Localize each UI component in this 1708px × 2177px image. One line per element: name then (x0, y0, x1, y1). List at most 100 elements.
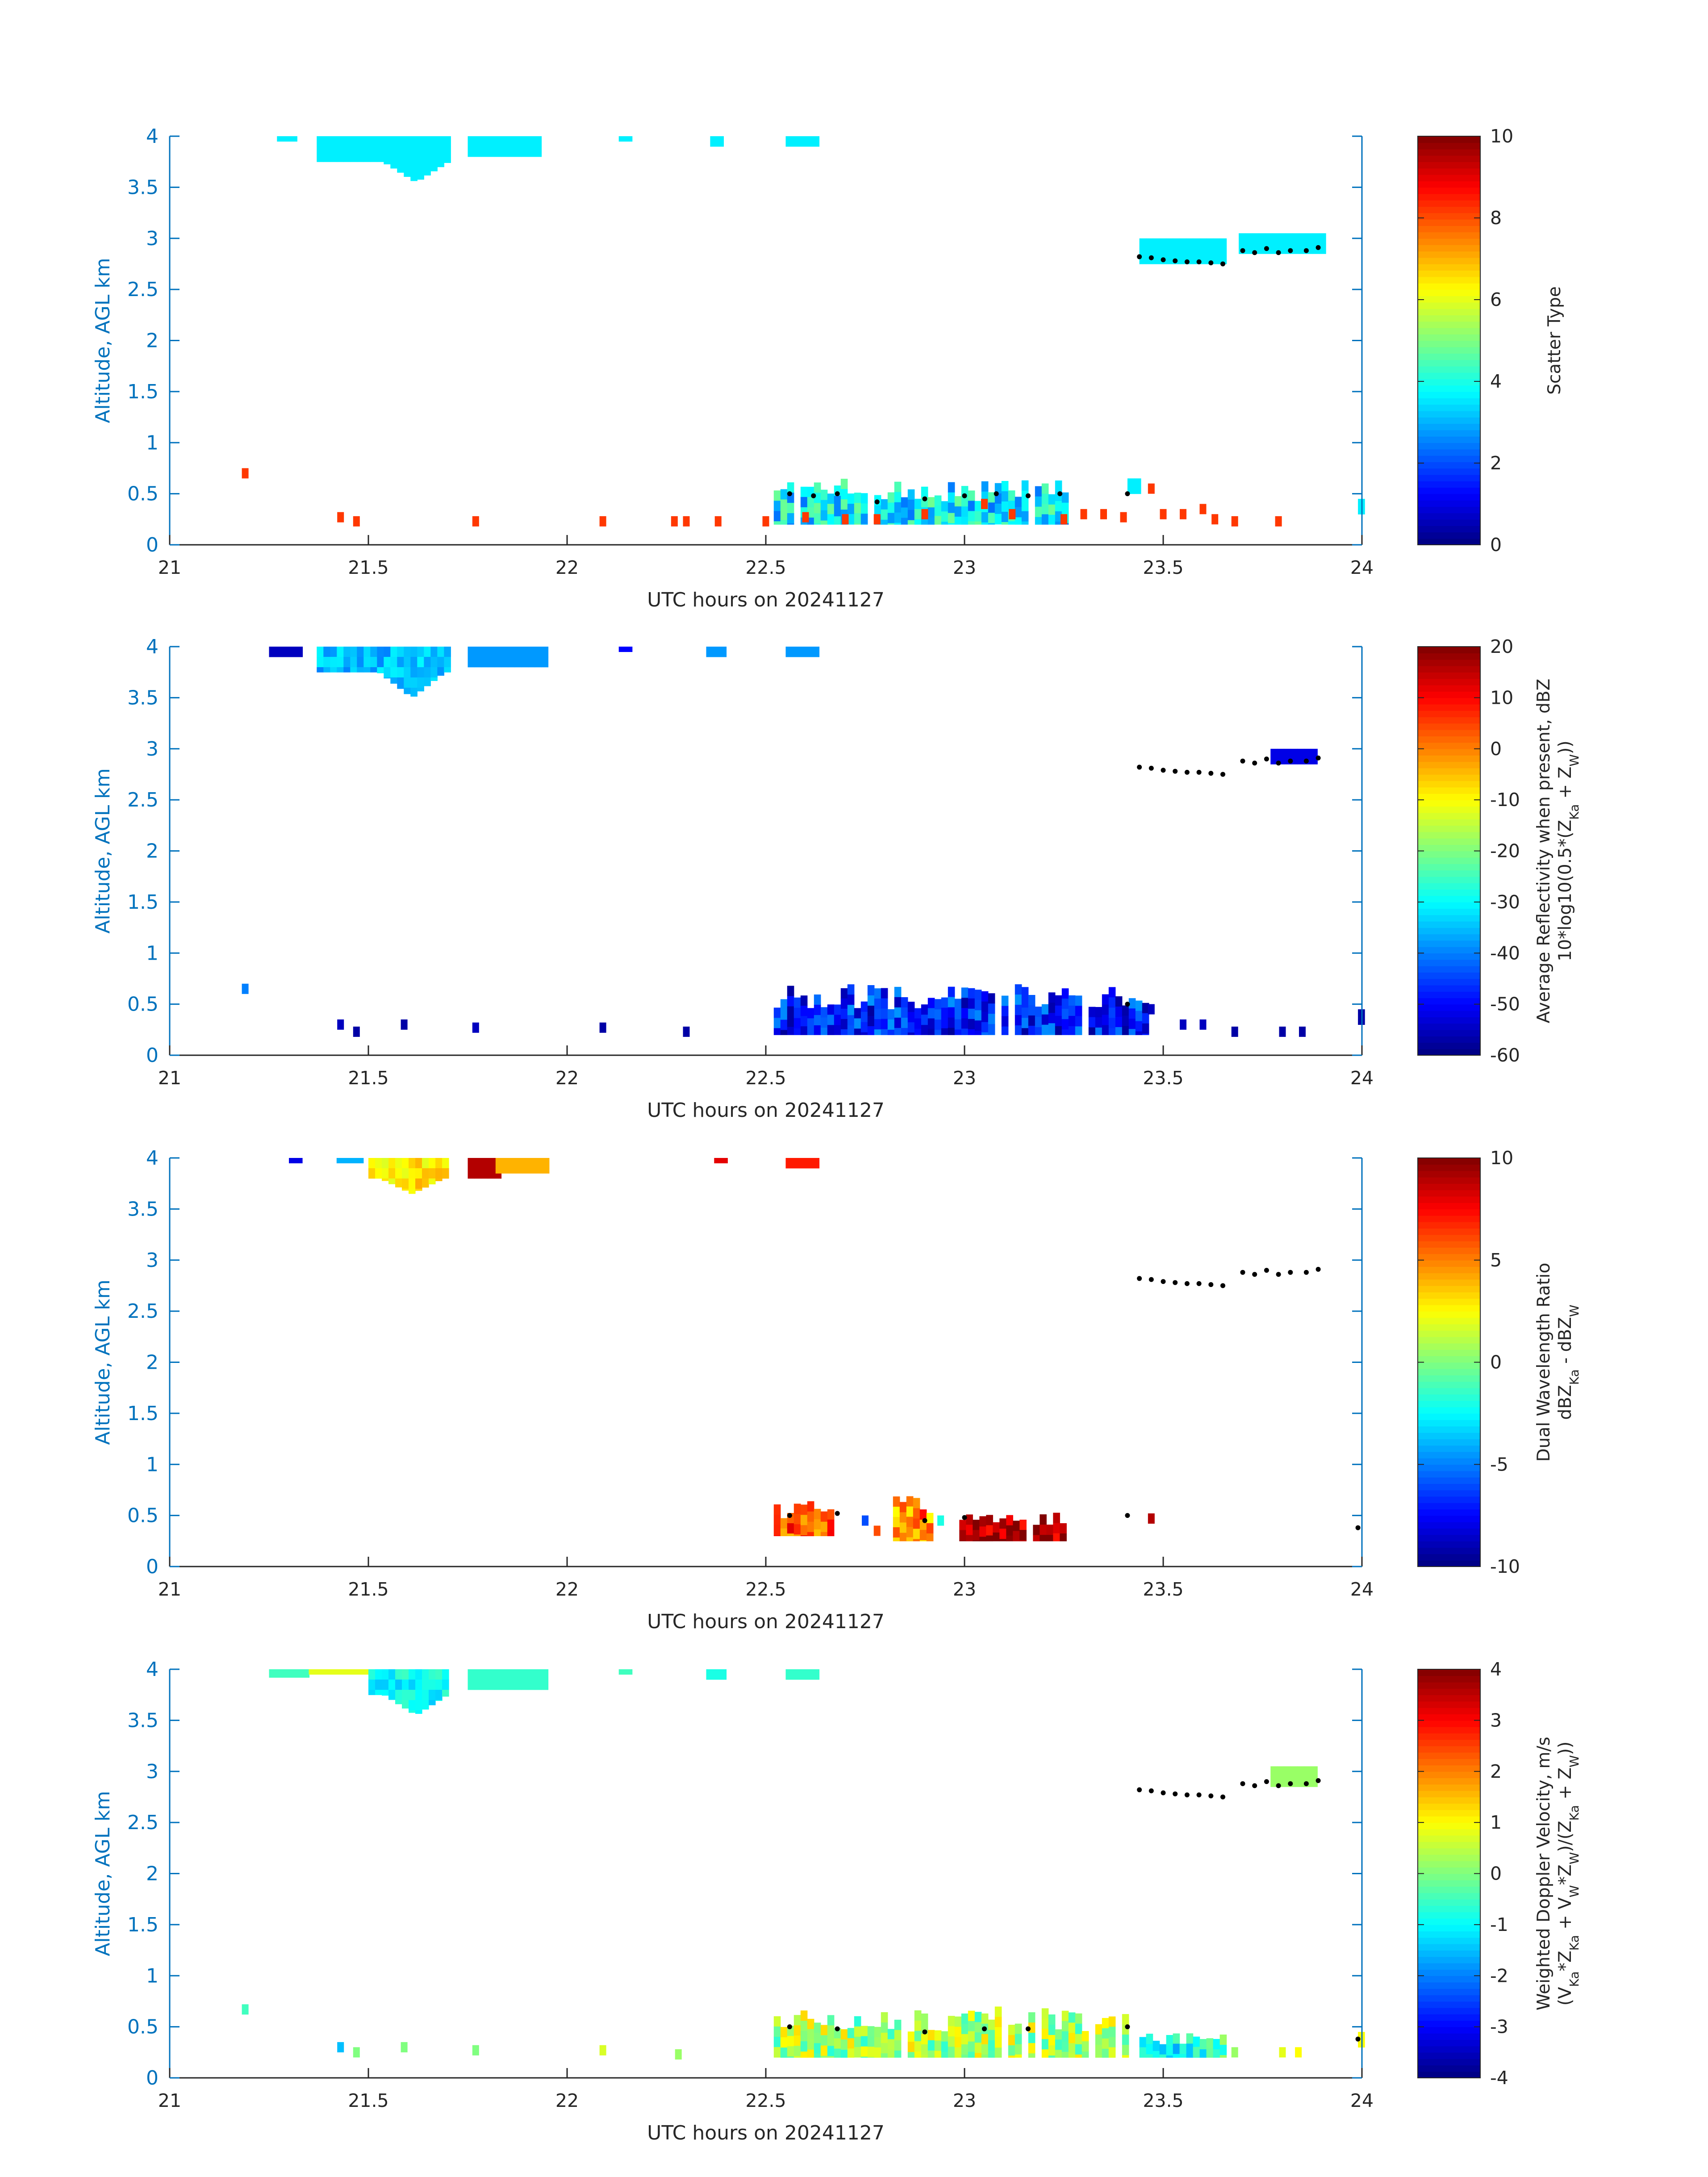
colorbar-swatch (1418, 1560, 1480, 1567)
data-cell (799, 1669, 806, 1680)
colorbar-swatch (1418, 1867, 1480, 1874)
data-cell (357, 157, 364, 162)
y-tick-label: 0 (146, 2067, 159, 2089)
colorbar-title-line: Average Reflectivity when present, dBZ (1534, 679, 1554, 1024)
colorbar-swatch (1418, 1803, 1480, 1810)
data-cell (1219, 2045, 1227, 2056)
data-cell (474, 1680, 482, 1690)
data-cell (961, 2013, 969, 2024)
data-cell (1199, 248, 1207, 259)
data-cell (974, 521, 982, 525)
data-cell (330, 667, 337, 673)
data-cell (706, 1669, 714, 1680)
data-cell (377, 146, 384, 157)
data-cell (894, 492, 902, 503)
data-cell (435, 1669, 443, 1680)
data-cell (429, 1700, 436, 1705)
colorbar-tick-label: 10 (1490, 125, 1513, 147)
x-tick-label: 23.5 (1143, 1579, 1183, 1600)
colorbar-swatch (1418, 870, 1480, 877)
data-cell (1135, 1031, 1143, 1035)
data-cell (814, 2033, 821, 2043)
data-cell (474, 647, 482, 657)
data-cell (1277, 759, 1284, 765)
data-cell (521, 146, 529, 157)
data-cell (468, 146, 475, 157)
data-cell (921, 2054, 928, 2058)
data-cell (968, 1008, 975, 1020)
data-cell (1035, 1017, 1042, 1028)
data-cell (1068, 2043, 1076, 2054)
data-cell (994, 2037, 1002, 2048)
colorbar-swatch (1418, 2046, 1480, 2053)
data-cell (1166, 238, 1173, 249)
data-cell (422, 1178, 429, 1188)
data-cell (514, 146, 522, 157)
colorbar-swatch (1418, 889, 1480, 896)
data-cell (820, 500, 828, 511)
data-cell (1108, 2047, 1116, 2058)
data-cell (874, 2027, 881, 2038)
title-part: *Z (1555, 1951, 1575, 1971)
data-cell (1146, 2044, 1153, 2055)
data-cell (330, 157, 337, 162)
cloud-base-dot (1240, 758, 1245, 764)
data-cell (1206, 2048, 1214, 2058)
data-cell (1061, 1009, 1069, 1020)
cloud-base-dot (1208, 1793, 1214, 1799)
data-cell (840, 1019, 848, 1030)
cloud-base-dot (1173, 769, 1178, 774)
data-cell (1279, 243, 1286, 254)
data-cell (873, 514, 881, 525)
data-cell (806, 136, 813, 147)
data-cell (927, 1018, 935, 1029)
data-cell (941, 501, 948, 512)
data-cell (820, 520, 828, 525)
data-cell (968, 1029, 975, 1035)
data-cell (934, 495, 942, 506)
data-cell (948, 997, 955, 1008)
data-cell (1153, 259, 1160, 264)
data-cell (323, 146, 330, 157)
data-cell (862, 1515, 869, 1526)
cloud-base-dot (962, 493, 967, 498)
data-cell (444, 157, 451, 163)
data-cell (1001, 995, 1009, 1007)
data-cell (501, 1680, 509, 1690)
colorbar-swatch (1418, 2039, 1480, 2047)
data-cell (1127, 489, 1135, 494)
cloud-base-dot (1148, 255, 1154, 260)
data-cell (1211, 514, 1219, 525)
data-cell (914, 2041, 922, 2052)
colorbar-swatch (1418, 309, 1480, 316)
data-cell (397, 647, 404, 657)
data-cell (1142, 1023, 1149, 1034)
cloud-base-dot (1315, 245, 1321, 250)
data-cell (941, 1018, 948, 1029)
data-cell (1193, 238, 1200, 249)
data-cell (901, 497, 908, 508)
data-cell (350, 1158, 357, 1164)
data-cell (820, 1511, 828, 1522)
data-cell (388, 1158, 396, 1169)
data-cell (827, 493, 835, 504)
data-cell (377, 136, 384, 147)
colorbar-swatch (1418, 1413, 1480, 1420)
x-tick-label: 24 (1350, 1067, 1374, 1089)
data-cell (417, 146, 424, 157)
data-cell (417, 136, 424, 147)
colorbar-swatch (1418, 1483, 1480, 1491)
data-cell (514, 647, 522, 657)
colorbar-swatch (1418, 187, 1480, 194)
data-cell (966, 1535, 973, 1542)
data-cell (874, 999, 881, 1009)
data-cell (881, 1029, 888, 1035)
colorbar-swatch (1418, 2027, 1480, 2034)
y-tick-label: 2.5 (127, 789, 159, 811)
data-cell (1040, 1535, 1047, 1542)
data-cell (488, 1168, 495, 1179)
data-cell (384, 136, 391, 147)
data-cell (773, 2016, 781, 2027)
data-cell (988, 513, 995, 523)
data-cell (780, 510, 788, 520)
